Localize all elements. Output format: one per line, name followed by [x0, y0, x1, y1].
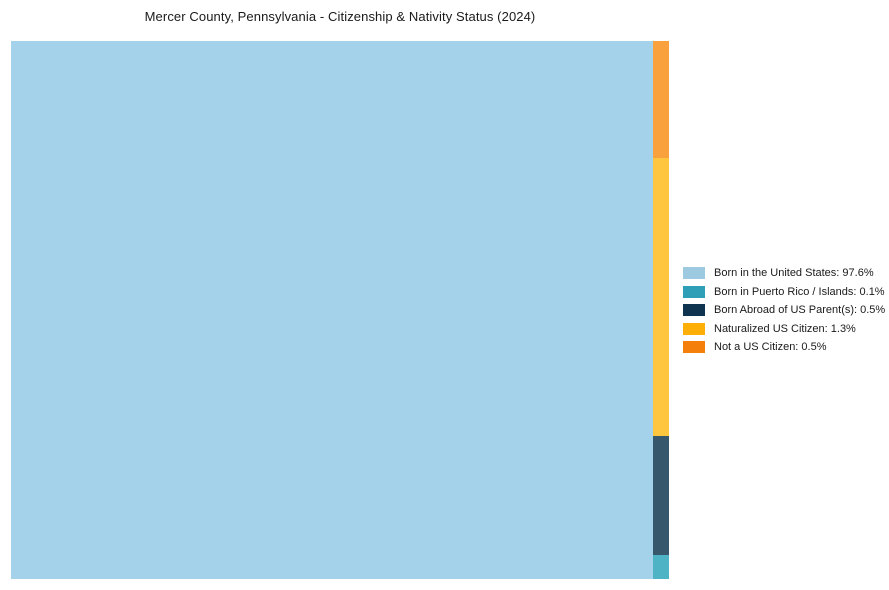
legend-swatch-not-a-us-citizen — [683, 341, 705, 353]
chart-title: Mercer County, Pennsylvania - Citizenshi… — [144, 9, 536, 24]
treemap-tile-not-a-us-citizen — [653, 41, 669, 158]
legend-label: Born in Puerto Rico / Islands: 0.1% — [714, 285, 885, 298]
legend-swatch-born-in-puerto-rico — [683, 285, 705, 298]
treemap-tile-born-abroad-of-us-parents — [653, 436, 669, 555]
legend-label: Not a US Citizen: 0.5% — [714, 341, 827, 353]
legend-label: Born Abroad of US Parent(s): 0.5% — [714, 304, 886, 316]
legend-item-born-in-us: Born in the United States: 97.6% — [683, 267, 885, 279]
legend-label: Naturalized US Citizen: 1.3% — [714, 322, 856, 335]
legend-item-naturalized: Naturalized US Citizen: 1.3% — [683, 322, 885, 335]
treemap-tile-born-in-us — [11, 41, 653, 579]
legend: Born in the United States: 97.6% Born in… — [683, 267, 885, 360]
legend-swatch-naturalized — [683, 322, 705, 335]
legend-item-not-a-us-citizen: Not a US Citizen: 0.5% — [683, 341, 885, 353]
treemap-tile-naturalized-us-citizen — [653, 158, 669, 436]
legend-item-born-abroad: Born Abroad of US Parent(s): 0.5% — [683, 304, 885, 316]
treemap-tile-born-in-puerto-rico-islands — [653, 555, 669, 579]
legend-swatch-born-abroad — [683, 304, 705, 316]
legend-item-born-in-puerto-rico: Born in Puerto Rico / Islands: 0.1% — [683, 285, 885, 298]
treemap-plot-area — [11, 41, 669, 579]
legend-label: Born in the United States: 97.6% — [714, 267, 874, 279]
legend-swatch-born-in-us — [683, 267, 705, 279]
